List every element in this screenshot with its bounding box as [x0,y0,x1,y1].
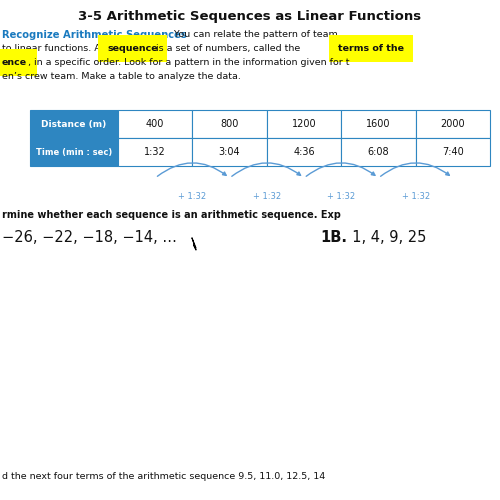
Text: −26, −22, −18, −14, …: −26, −22, −18, −14, … [2,230,177,245]
Text: You can relate the pattern of team: You can relate the pattern of team [168,30,338,39]
Text: 6:08: 6:08 [368,147,389,157]
Bar [118,138,192,166]
Text: 1600: 1600 [366,119,390,129]
Bar [30,138,118,166]
Bar [341,138,415,166]
Text: , in a specific order. Look for a pattern in the information given for t: , in a specific order. Look for a patter… [28,58,349,67]
Text: 3:04: 3:04 [219,147,240,157]
Bar [267,138,341,166]
Text: 1, 4, 9, 25: 1, 4, 9, 25 [343,230,426,245]
Text: 400: 400 [146,119,165,129]
Text: 2000: 2000 [440,119,465,129]
Text: + 1:32: + 1:32 [402,192,429,201]
Bar [416,138,490,166]
Bar [118,110,192,138]
Text: 1B.: 1B. [320,230,347,245]
Text: Time (min : sec): Time (min : sec) [36,148,112,156]
Text: + 1:32: + 1:32 [252,192,281,201]
Text: terms of the: terms of the [338,44,404,53]
Text: d the next four terms of the arithmetic sequence 9.5, 11.0, 12.5, 14: d the next four terms of the arithmetic … [2,472,325,481]
Text: 7:40: 7:40 [442,147,464,157]
Text: to linear functions. A: to linear functions. A [2,44,104,53]
Bar [192,138,267,166]
Text: is a set of numbers, called the: is a set of numbers, called the [153,44,303,53]
Text: en’s crew team. Make a table to analyze the data.: en’s crew team. Make a table to analyze … [2,72,241,81]
Text: rmine whether each sequence is an arithmetic sequence. Exp: rmine whether each sequence is an arithm… [2,210,341,220]
Text: + 1:32: + 1:32 [327,192,356,201]
Bar [341,110,415,138]
Text: ence: ence [2,58,27,67]
Text: 1200: 1200 [292,119,316,129]
Text: Distance (m): Distance (m) [42,120,106,128]
Text: 800: 800 [220,119,239,129]
Bar [416,110,490,138]
Text: 1:32: 1:32 [144,147,166,157]
Text: 4:36: 4:36 [293,147,315,157]
Bar [192,110,267,138]
Bar [267,110,341,138]
Text: + 1:32: + 1:32 [178,192,206,201]
Bar [30,110,118,138]
Text: 3-5 Arithmetic Sequences as Linear Functions: 3-5 Arithmetic Sequences as Linear Funct… [78,10,422,23]
Text: Recognize Arithmetic Sequences: Recognize Arithmetic Sequences [2,30,187,40]
Text: sequence: sequence [107,44,158,53]
